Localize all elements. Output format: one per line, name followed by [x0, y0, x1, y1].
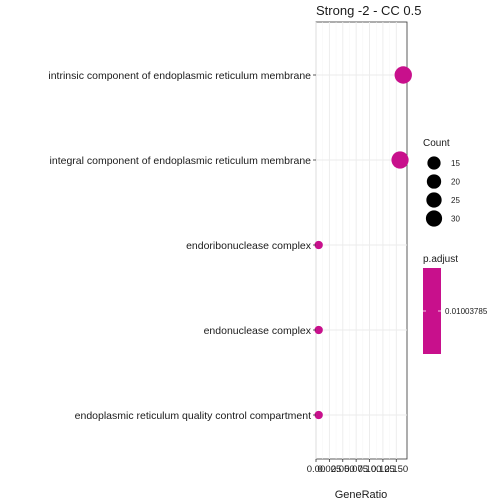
x-tick-label: 0.150 [384, 464, 408, 475]
p-adjust-tick-label: 0.01003785 [445, 307, 488, 316]
y-axis: intrinsic component of endoplasmic retic… [48, 70, 316, 422]
chart-title: Strong -2 - CC 0.5 [316, 3, 422, 18]
data-point [391, 151, 408, 168]
count-legend-key [427, 174, 441, 188]
y-tick-label: endonuclease complex [204, 325, 312, 337]
p-adjust-legend: p.adjust 0.01003785 [423, 254, 488, 354]
p-adjust-legend-title: p.adjust [423, 254, 458, 265]
y-tick-label: endoribonuclease complex [186, 240, 312, 252]
count-legend-items: 15 20 25 30 [426, 156, 461, 226]
count-legend-key [426, 210, 442, 226]
count-legend-title: Count [423, 138, 450, 149]
count-legend-label: 15 [451, 159, 460, 168]
y-tick-label: integral component of endoplasmic reticu… [50, 155, 312, 167]
plot-panel [315, 22, 412, 459]
count-legend: Count 15 20 25 30 [423, 138, 460, 227]
count-legend-key [426, 192, 441, 207]
y-tick-label: intrinsic component of endoplasmic retic… [48, 70, 311, 82]
count-legend-label: 20 [451, 178, 460, 187]
count-legend-label: 30 [451, 215, 460, 224]
count-legend-key [427, 156, 440, 169]
data-point [395, 66, 412, 83]
x-axis-title: GeneRatio [335, 489, 388, 501]
count-legend-label: 25 [451, 196, 460, 205]
y-tick-label: endoplasmic reticulum quality control co… [75, 410, 311, 422]
x-axis: 0.000.0250.0500.0750.1000.1250.150 [307, 459, 408, 475]
